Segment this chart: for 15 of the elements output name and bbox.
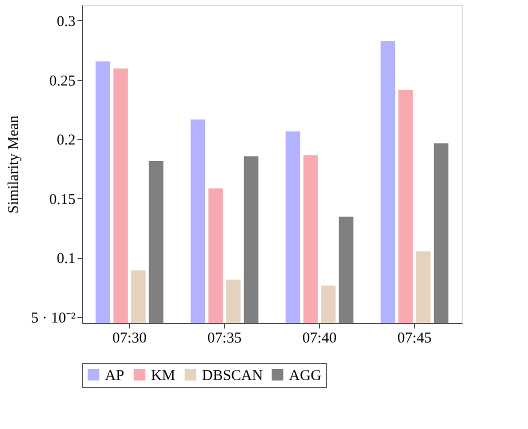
x-tick-label: 07:40 <box>302 330 337 346</box>
x-tick-label: 07:35 <box>207 330 242 346</box>
y-tick-label: 5 · 10⁻² <box>31 310 76 327</box>
y-axis-title: Similarity Mean <box>6 115 22 214</box>
y-tick-label: 0.3 <box>56 14 76 30</box>
legend-label: DBSCAN <box>202 368 264 384</box>
legend-label: AGG <box>289 368 322 384</box>
y-tick-label: 0.25 <box>49 73 76 90</box>
x-tick-label: 07:45 <box>397 330 432 346</box>
y-tick-label: 0.2 <box>56 132 76 149</box>
legend-label: KM <box>151 368 176 384</box>
legend-label: AP <box>105 368 124 384</box>
y-tick-label: 0.1 <box>56 251 76 268</box>
x-tick-label: 07:30 <box>112 330 147 346</box>
y-tick-label: 0.15 <box>49 192 76 208</box>
